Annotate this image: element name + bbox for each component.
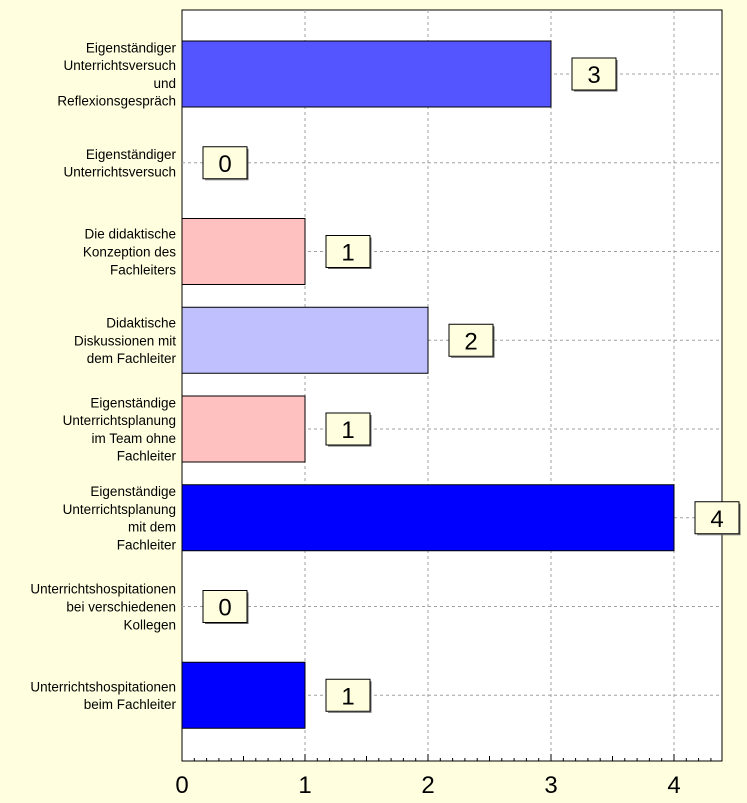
bar	[181, 218, 306, 285]
value-label-box	[448, 323, 494, 357]
category-label: Eigenständiger Unterrichtsversuch	[63, 147, 176, 180]
bar	[181, 484, 675, 552]
category-label: Eigenständige Unterrichtsplanung im Team o…	[63, 395, 177, 463]
value-label-shadow	[328, 681, 372, 713]
value-label-box	[694, 501, 740, 535]
bar	[181, 661, 306, 729]
value-label-shadow	[328, 237, 372, 269]
value-label-shadow	[328, 415, 372, 447]
value-label: 0	[218, 151, 231, 178]
value-label-shadow	[697, 503, 741, 536]
value-label: 1	[341, 417, 354, 444]
value-label: 2	[464, 328, 477, 355]
value-label: 4	[710, 506, 723, 533]
value-label-shadow	[451, 326, 495, 358]
value-label: 1	[341, 240, 354, 267]
value-label-shadow	[205, 148, 249, 181]
value-label-box	[571, 57, 617, 91]
value-label-shadow	[205, 592, 249, 624]
value-label-box	[202, 146, 248, 180]
category-label: Didaktische Diskussionen mit dem Fachleite…	[74, 315, 177, 366]
plot-area	[181, 9, 723, 762]
x-tick-label: 0	[175, 772, 188, 799]
category-label: Unterrichtshospitationen bei verschiedene…	[30, 582, 176, 633]
bar	[181, 306, 429, 374]
value-label: 0	[218, 595, 231, 622]
x-tick-label: 1	[298, 772, 311, 799]
category-label: Die didaktische Konzeption des Fachleiters	[83, 227, 176, 278]
bar	[181, 395, 306, 463]
category-label: Eigenständige Unterrichtsplanung mit dem Fa…	[63, 484, 177, 552]
value-label: 1	[341, 683, 354, 710]
category-label: Unterrichtshospitationen beim Fachleiter	[30, 679, 176, 712]
value-label-box	[325, 412, 371, 446]
value-label: 3	[587, 62, 600, 89]
category-label: Eigenständiger Unterrichtsversuch und Refle…	[57, 40, 176, 108]
bar	[181, 40, 552, 108]
value-label-shadow	[574, 60, 618, 92]
x-tick-label: 2	[421, 772, 434, 799]
value-label-box	[202, 590, 248, 623]
x-tick-label: 4	[667, 772, 680, 799]
x-tick-label: 3	[544, 772, 557, 799]
value-label-box	[325, 235, 371, 268]
value-label-box	[325, 678, 371, 712]
